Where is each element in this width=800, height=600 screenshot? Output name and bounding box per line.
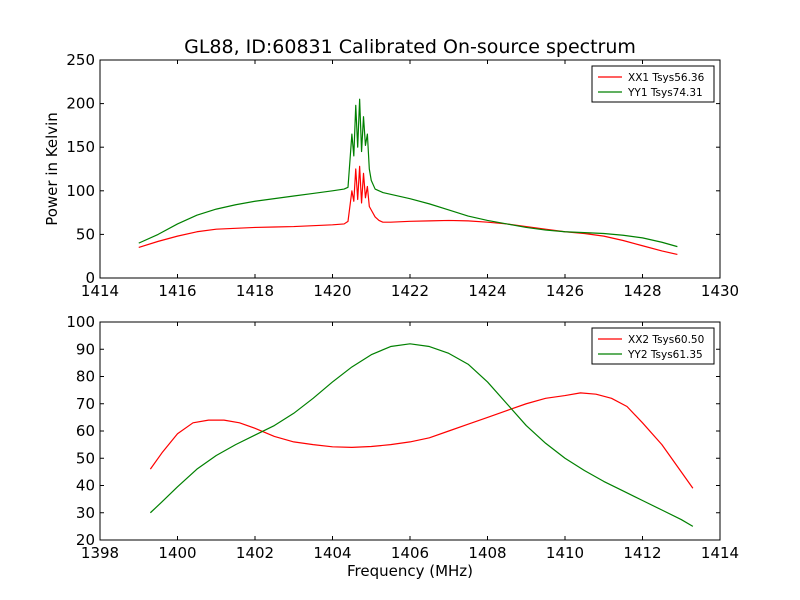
- series-line-2-1: [149, 392, 694, 489]
- plot-top: 1414 1416 1418 1420 1422 1424 1426 1428 1430 0 50 1…: [43, 51, 739, 300]
- x-tick-label: 1406: [391, 544, 429, 562]
- x-tick-label: 1428: [623, 282, 661, 300]
- x-tick-label: 1422: [391, 282, 429, 300]
- x-tick-label: 1398: [81, 544, 119, 562]
- y-tick-label: 30: [76, 504, 95, 522]
- y-tick-label: 50: [76, 449, 95, 467]
- figure-title: GL88, ID:60831 Calibrated On-source spec…: [184, 36, 636, 58]
- legend-entry: XX1 Tsys56.36: [628, 72, 705, 84]
- x-tick-label: 1412: [623, 544, 661, 562]
- series-line-1-2: [138, 98, 678, 248]
- x-tick-label: 1416: [158, 282, 196, 300]
- x-tick-label: 1410: [546, 544, 584, 562]
- y-tick-label: 90: [76, 340, 95, 358]
- x-tick-label: 1424: [468, 282, 506, 300]
- y-tick-label: 150: [66, 138, 95, 156]
- x-tick-label: 1414: [81, 282, 119, 300]
- x-tick-label: 1408: [468, 544, 506, 562]
- y-tick-label: 200: [66, 95, 95, 113]
- y-tick-label: 80: [76, 368, 95, 386]
- y-tick-label: 20: [76, 531, 95, 549]
- y-axis-label: Power in Kelvin: [43, 112, 61, 226]
- series-line-1-1: [138, 165, 678, 256]
- y-tick-label: 100: [66, 313, 95, 331]
- y-tick-label: 100: [66, 182, 95, 200]
- y-tick-label: 0: [85, 269, 95, 287]
- x-tick-label: 1404: [313, 544, 351, 562]
- legend-entry: XX2 Tsys60.50: [628, 334, 704, 346]
- series-line-2-2: [149, 343, 694, 527]
- x-tick-label: 1414: [701, 544, 739, 562]
- y-tick-label: 40: [76, 477, 95, 495]
- y-tick-label: 50: [76, 225, 95, 243]
- legend-box: [591, 327, 715, 365]
- x-tick-label: 1418: [236, 282, 274, 300]
- x-tick-label: 1430: [701, 282, 739, 300]
- x-tick-label: 1400: [158, 544, 196, 562]
- x-tick-label: 1402: [236, 544, 274, 562]
- y-tick-label: 60: [76, 422, 95, 440]
- x-tick-label: 1420: [313, 282, 351, 300]
- plot-bottom: 1398 1400 1402 1404 1406 1408 1410 1412 1414 20 30…: [66, 313, 739, 580]
- x-tick-label: 1426: [546, 282, 584, 300]
- legend-entry: YY2 Tsys61.35: [627, 349, 703, 361]
- x-axis-label: Frequency (MHz): [347, 562, 473, 580]
- y-tick-label: 250: [66, 51, 95, 69]
- legend-box: [591, 65, 715, 103]
- legend-entry: YY1 Tsys74.31: [627, 87, 703, 99]
- y-tick-label: 70: [76, 395, 95, 413]
